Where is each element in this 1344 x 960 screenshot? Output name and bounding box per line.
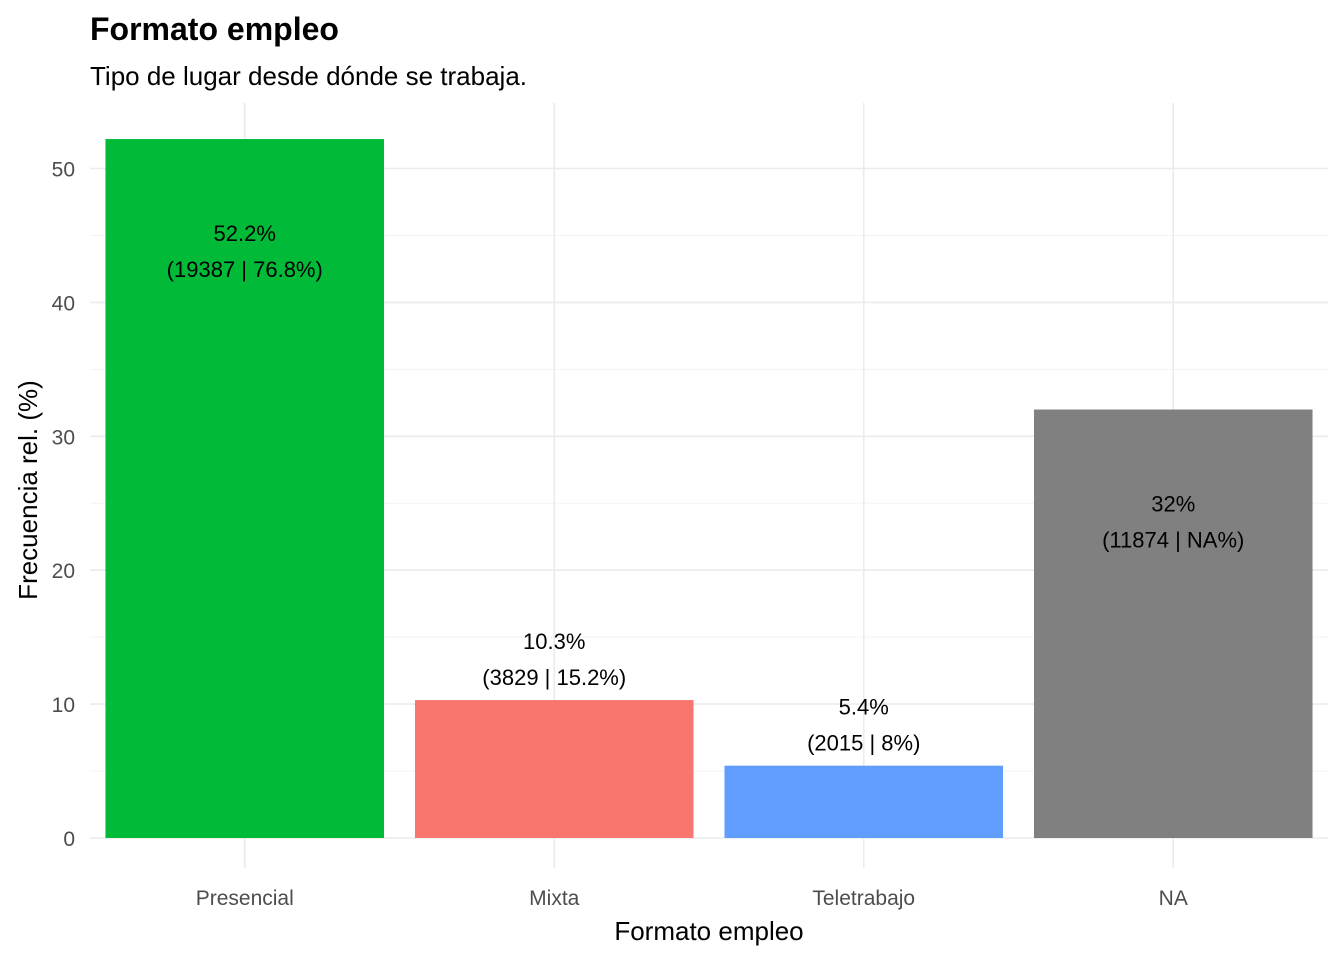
y-axis-ticks: 0 10 20 30 40 50 — [52, 159, 75, 852]
x-tick-label: Presencial — [196, 887, 294, 910]
bar-presencial — [105, 139, 385, 839]
chart-title: Formato empleo — [90, 11, 339, 47]
y-tick-label: 10 — [52, 694, 75, 717]
x-tick-label: Mixta — [529, 887, 579, 910]
bar-label-percent: 5.4% — [839, 695, 889, 720]
bar-label-percent: 32% — [1151, 492, 1195, 517]
x-tick-label: NA — [1159, 887, 1188, 910]
y-tick-label: 50 — [52, 159, 75, 182]
bar-mixta — [414, 700, 694, 838]
bar-na — [1033, 409, 1313, 838]
bar-label-percent: 52.2% — [214, 221, 276, 246]
x-tick-label: Teletrabajo — [812, 887, 915, 910]
bar-label-detail: (11874 | NA%) — [1102, 528, 1244, 553]
chart-subtitle: Tipo de lugar desde dónde se trabaja. — [90, 61, 527, 91]
bar-label-detail: (19387 | 76.8%) — [167, 257, 323, 282]
y-tick-label: 40 — [52, 292, 75, 315]
bar-label-detail: (3829 | 15.2%) — [482, 665, 626, 690]
bar-teletrabajo — [724, 765, 1004, 838]
bar-labels: 52.2% (19387 | 76.8%) 10.3% (3829 | 15.2%) 5… — [167, 221, 1245, 756]
x-axis-title: Formato empleo — [614, 916, 803, 946]
bar-label-detail: (2015 | 8%) — [807, 731, 920, 756]
y-tick-label: 20 — [52, 560, 75, 583]
x-axis-ticks: Presencial Mixta Teletrabajo NA — [196, 887, 1188, 910]
y-tick-label: 30 — [52, 426, 75, 449]
bar-label-percent: 10.3% — [523, 629, 585, 654]
bars — [105, 139, 1313, 839]
y-axis-title: Frecuencia rel. (%) — [13, 380, 43, 600]
y-tick-label: 0 — [63, 828, 75, 851]
